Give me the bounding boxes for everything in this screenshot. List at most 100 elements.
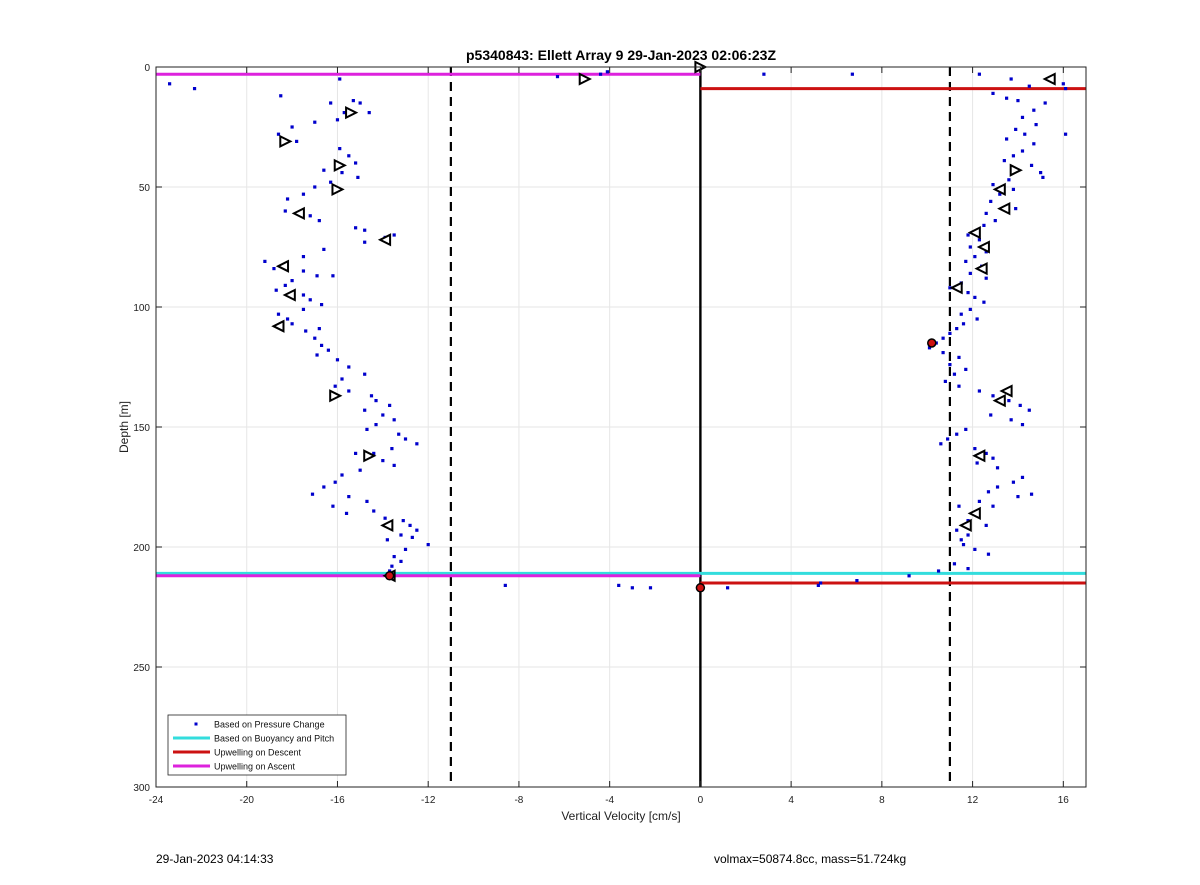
data-point [363, 228, 367, 232]
data-point [274, 288, 278, 292]
data-point [374, 423, 378, 427]
data-point [726, 586, 730, 590]
series-lines [156, 72, 1086, 585]
data-point [1032, 142, 1036, 146]
data-point [1014, 207, 1018, 211]
data-point [1002, 159, 1006, 163]
data-point [388, 569, 392, 573]
data-point [648, 586, 653, 590]
data-point [344, 511, 349, 515]
triangle-marker [967, 225, 981, 240]
data-point [381, 459, 385, 463]
data-point [1020, 149, 1025, 153]
data-point [397, 432, 401, 436]
triangle-marker [345, 105, 359, 120]
data-point [310, 492, 315, 496]
data-point [855, 579, 859, 583]
data-point [964, 427, 968, 431]
legend: Based on Pressure Change Based on Buoyanc… [167, 714, 347, 776]
footer-timestamp: 29-Jan-2023 04:14:33 [156, 852, 274, 866]
data-point [1011, 154, 1016, 158]
data-point [977, 389, 981, 393]
data-point [968, 307, 972, 311]
y-tick-label: 200 [133, 543, 150, 554]
triangle-marker [331, 182, 345, 197]
triangle-marker [992, 393, 1006, 408]
data-point [317, 219, 321, 223]
data-point [1063, 132, 1068, 136]
data-point [1034, 123, 1038, 127]
data-point [392, 233, 396, 237]
data-point [998, 192, 1002, 196]
data-point [301, 192, 306, 196]
triangle-marker [333, 158, 347, 173]
triangle-marker [949, 281, 963, 295]
data-point [372, 451, 376, 455]
data-point [308, 214, 312, 218]
data-point [392, 418, 396, 422]
data-point [986, 490, 991, 494]
chart-title: p5340843: Ellett Array 9 29-Jan-2023 02:… [466, 47, 776, 63]
x-tick-label: -12 [421, 795, 436, 806]
triangle-marker [976, 240, 990, 254]
data-point [408, 523, 412, 527]
data-point [1039, 171, 1043, 175]
x-tick-label: -24 [149, 795, 164, 806]
data-point [1011, 187, 1016, 191]
data-point [319, 343, 324, 347]
data-point [816, 583, 820, 587]
y-axis-label: Depth [m] [117, 401, 131, 453]
data-point [331, 274, 335, 278]
data-point [354, 226, 358, 230]
data-point [381, 413, 385, 417]
data-point [347, 154, 351, 158]
data-point [995, 466, 1000, 470]
data-point [984, 276, 988, 280]
data-point [982, 223, 986, 227]
triangle-marker [974, 261, 988, 276]
data-point [415, 442, 419, 446]
data-point [1005, 137, 1009, 141]
data-point [329, 180, 333, 184]
x-tick-label: -4 [605, 795, 614, 806]
data-point [301, 255, 306, 259]
data-point [338, 77, 342, 81]
data-point [973, 547, 977, 551]
triangle-marker [992, 182, 1006, 197]
data-point [977, 499, 981, 503]
data-point [955, 528, 959, 532]
data-point [301, 269, 306, 273]
data-point [907, 574, 911, 578]
data-point [1027, 408, 1031, 412]
data-point [290, 322, 294, 326]
data-point [392, 555, 396, 559]
data-point [285, 197, 290, 201]
data-point [1041, 175, 1045, 179]
data-point [927, 346, 932, 350]
data-point [363, 372, 367, 376]
triangle-marker [1009, 163, 1023, 177]
data-point [301, 307, 306, 311]
triangle-marker [282, 288, 296, 302]
highlight-marker [927, 338, 937, 348]
data-point [347, 495, 351, 499]
x-tick-label: 0 [698, 795, 704, 806]
data-point [1011, 480, 1016, 484]
triangle-marker [329, 389, 343, 403]
data-point [975, 461, 979, 465]
triangle-marker [271, 319, 285, 333]
x-tick-label: 12 [967, 795, 979, 806]
data-point [991, 394, 995, 398]
legend-label: Based on Buoyancy and Pitch [214, 734, 334, 744]
data-point [301, 293, 306, 297]
y-tick-label: 300 [133, 783, 150, 794]
data-point [819, 581, 823, 585]
data-point [1009, 418, 1013, 422]
data-point [964, 259, 968, 263]
data-point [952, 372, 957, 376]
data-point [276, 132, 281, 136]
data-point [315, 353, 319, 357]
data-point [1027, 84, 1031, 88]
y-tick-label: 250 [133, 663, 150, 674]
footer-volmax-mass: volmax=50874.8cc, mass=51.724kg [714, 852, 907, 866]
